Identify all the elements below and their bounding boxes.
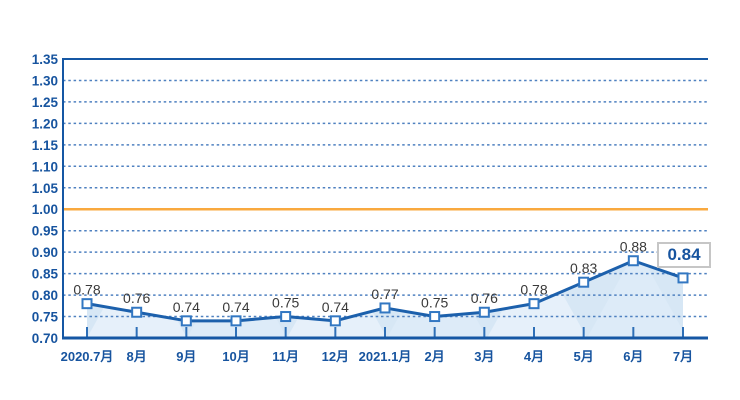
- x-axis-labels: 2020.7月 8月 9月 10月 11月 12月 2021.1月 2月 3月 4月 5月 6月 7月: [61, 349, 694, 364]
- value-label: 0.78: [520, 282, 547, 298]
- data-point-marker: [180, 315, 192, 327]
- y-axis-tick-label: 1.00: [32, 202, 58, 217]
- gridlines: [63, 79, 708, 318]
- y-axis-tick-label: 0.70: [32, 331, 58, 346]
- value-label: 0.76: [123, 290, 150, 306]
- data-point-marker: [280, 311, 292, 323]
- y-axis-tick-label: 0.75: [32, 310, 59, 325]
- x-axis-tick-label: 7月: [673, 349, 693, 364]
- area-facet: [587, 260, 683, 338]
- y-axis-tick-label: 1.30: [32, 73, 58, 88]
- value-label: 0.76: [471, 290, 498, 306]
- value-label: 0.83: [570, 260, 597, 276]
- y-axis-tick-label: 0.85: [32, 267, 59, 282]
- x-axis-tick-label: 11月: [272, 349, 299, 364]
- data-point-marker: [429, 311, 441, 323]
- y-axis-tick-label: 1.35: [32, 52, 59, 67]
- data-point-marker: [578, 276, 590, 288]
- data-point-marker: [329, 315, 341, 327]
- latest-value-callout: 0.84: [657, 242, 711, 268]
- y-axis-tick-label: 0.80: [32, 288, 58, 303]
- value-label: 0.78: [73, 282, 100, 298]
- data-point-marker: [131, 306, 143, 318]
- data-point-marker: [627, 255, 639, 267]
- x-axis-tick-label: 2月: [425, 349, 445, 364]
- value-label: 0.74: [222, 299, 249, 315]
- y-axis-labels: 0.70 0.75 0.80 0.85 0.90 0.95 1.00 1.05 1.10 1.15…: [32, 52, 59, 346]
- x-tick-marks: [86, 327, 684, 337]
- value-label: 0.77: [371, 286, 398, 302]
- data-point-marker: [230, 315, 242, 327]
- data-point-marker: [478, 306, 490, 318]
- x-axis-tick-label: 4月: [524, 349, 544, 364]
- y-axis-tick-label: 1.15: [32, 138, 59, 153]
- data-point-marker: [81, 298, 93, 310]
- y-axis-tick-label: 1.25: [32, 95, 59, 110]
- value-label: 0.75: [272, 295, 299, 311]
- x-axis-tick-label: 12月: [322, 349, 349, 364]
- x-axis-tick-label: 2021.1月: [359, 349, 412, 364]
- x-axis-tick-label: 5月: [574, 349, 594, 364]
- data-point-marker: [379, 302, 391, 314]
- data-point-marker: [528, 298, 540, 310]
- x-axis-tick-label: 2020.7月: [61, 349, 114, 364]
- value-label: 0.74: [322, 299, 349, 315]
- value-label: 0.88: [620, 239, 647, 255]
- latest-value-text: 0.84: [667, 245, 701, 264]
- value-label: 0.74: [173, 299, 200, 315]
- x-axis-tick-label: 3月: [474, 349, 494, 364]
- x-axis-tick-label: 6月: [623, 349, 643, 364]
- y-axis-tick-label: 1.20: [32, 116, 58, 131]
- x-axis-tick-label: 8月: [127, 349, 147, 364]
- y-axis-tick-label: 0.95: [32, 224, 59, 239]
- data-markers: [81, 255, 689, 327]
- value-labels: 0.78 0.76 0.74 0.74 0.75 0.74 0.77 0.75 0.76 0.78…: [73, 239, 647, 315]
- y-axis-tick-label: 1.05: [32, 181, 59, 196]
- x-axis-tick-label: 9月: [176, 349, 196, 364]
- x-axis-tick-label: 10月: [222, 349, 249, 364]
- y-axis-tick-label: 1.10: [32, 159, 58, 174]
- y-axis-tick-label: 0.90: [32, 245, 58, 260]
- data-point-marker: [677, 272, 689, 284]
- value-label: 0.75: [421, 295, 448, 311]
